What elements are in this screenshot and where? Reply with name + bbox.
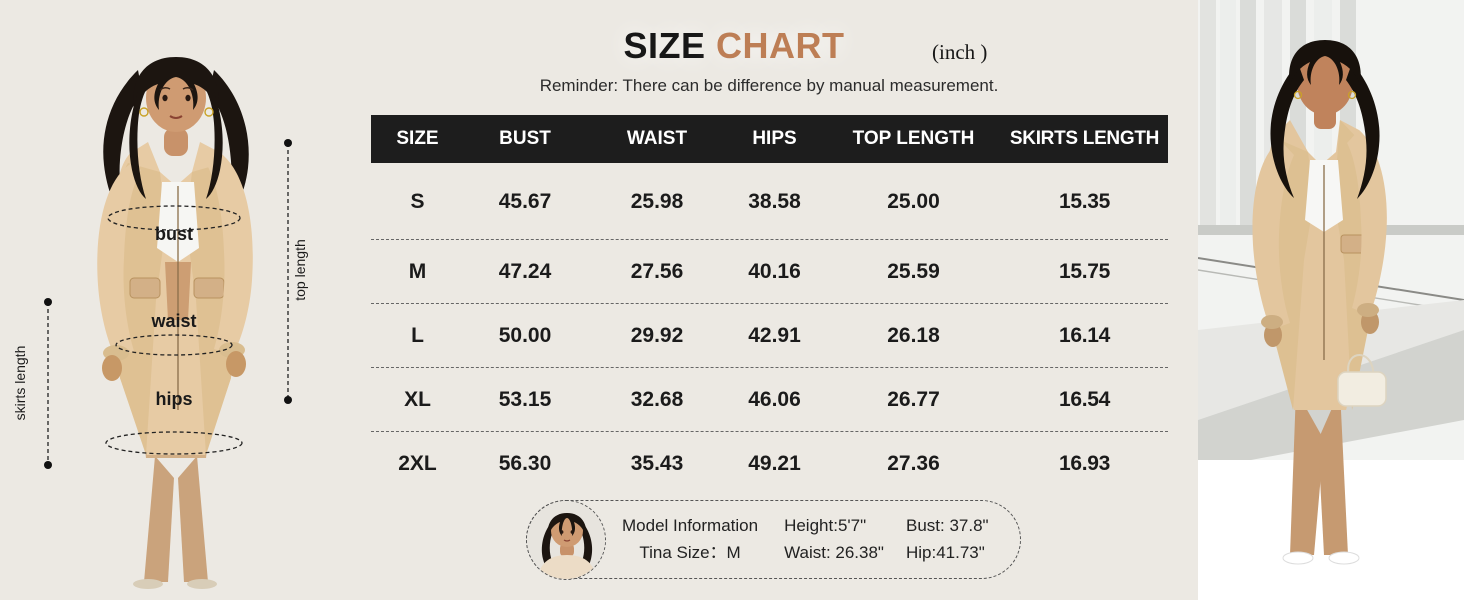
svg-text:top length: top length	[292, 239, 308, 301]
svg-text:waist: waist	[150, 311, 196, 331]
svg-text:bust: bust	[155, 224, 193, 244]
svg-text:skirts length: skirts length	[12, 346, 28, 421]
svg-text:hips: hips	[155, 389, 192, 409]
